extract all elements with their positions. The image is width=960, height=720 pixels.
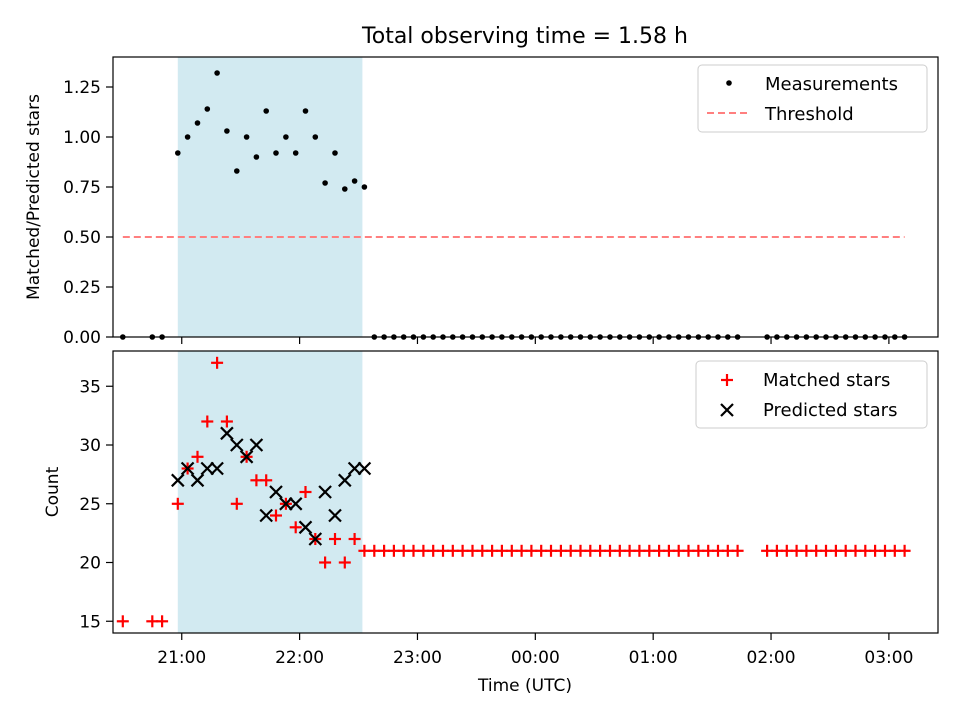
measurement-point [283,134,289,140]
measurement-point [214,70,220,76]
predicted-star-point [269,485,283,499]
measurement-point [292,150,299,156]
predicted-star-point [279,497,293,511]
ratio-plot-frame [112,56,939,338]
count-plot-frame [112,350,939,634]
ratio-panel: 0.00 0.25 0.50 0.75 1.00 1.25 Matched/Predict… [24,56,939,348]
ratio-y-axis-label: Matched/Predicted stars [24,94,44,300]
predicted-star-point [210,461,224,476]
measurement-point [273,150,279,156]
count-y-tick-label: 20 [79,554,101,574]
x-tick-label: 00:00 [511,648,560,668]
measurement-point [204,106,211,112]
figure-title: Total observing time = 1.58 h [361,24,688,49]
predicted-star-point [259,508,273,523]
count-legend-box [695,360,928,429]
measurement-point [253,154,260,160]
count-y-tick-label: 15 [79,612,101,632]
measurement-point [234,168,240,174]
x-tick-label: 01:00 [629,648,678,668]
x-tick-label: 03:00 [864,648,913,668]
legend-measurements-marker [726,80,732,86]
predicted-star-point [180,461,195,476]
matched-star-point [211,356,224,369]
matched-star-point [338,556,351,569]
ratio-y-tick-label: 0.25 [63,278,101,298]
ratio-y-tick-label: 0.50 [63,228,101,248]
measurement-point [175,150,181,156]
predicted-star-point [328,508,342,523]
predicted-star-point [347,461,362,476]
legend-predicted-label: Predicted stars [763,400,897,421]
x-axis-label: Time (UTC) [477,676,572,696]
x-tick-label: 02:00 [747,648,796,668]
count-shaded-band [177,351,363,633]
matched-star-point [299,486,312,498]
x-tick-label: 23:00 [393,648,442,668]
predicted-star-point [239,450,254,464]
predicted-star-point [298,520,313,535]
matched-star-point [289,521,302,534]
matched-star-point [156,615,169,628]
x-tick-label: 22:00 [275,648,324,668]
matched-star-point [329,533,341,545]
predicted-star-point [220,426,234,441]
matched-star-point [201,415,214,428]
legend-threshold-label: Threshold [764,104,854,125]
x-tick-label: 21:00 [157,648,206,668]
predicted-star-point [200,461,215,476]
ratio-legend-box [697,64,928,133]
measurement-point [351,178,358,184]
measurement-point [302,108,309,114]
matched-star-point [260,474,273,487]
legend-measurements-label: Measurements [765,74,898,95]
measurement-point [361,184,368,190]
predicted-star-point [338,473,352,488]
matched-star-point [191,450,204,463]
count-y-tick-label: 25 [79,495,101,515]
predicted-star-point [171,473,185,488]
ratio-y-tick-label: 0.00 [63,328,101,348]
predicted-star-point [308,532,323,546]
matched-star-point [230,497,243,510]
matched-star-point [348,533,361,545]
legend-matched-marker [721,374,733,386]
matched-star-point [319,556,332,569]
matched-star-point [731,544,744,557]
predicted-star-point [230,438,244,452]
count-legend: Matched stars Predicted stars [695,360,928,429]
predicted-star-point [288,497,303,511]
ratio-shaded-band [177,57,363,337]
predicted-star-point [318,485,332,499]
legend-predicted-marker [720,403,734,417]
matched-star-point [220,415,233,428]
measurement-point [332,150,338,156]
predicted-star-point [357,461,372,476]
measurement-point [312,134,319,140]
matched-star-point [171,497,184,510]
matched-star-point [116,615,129,628]
matched-star-point [898,544,911,557]
ratio-y-tick-label: 0.75 [63,178,101,198]
measurement-point [263,108,270,114]
predicted-star-point [190,473,205,488]
measurement-point [194,120,201,126]
count-y-tick-label: 35 [79,377,101,397]
matched-star-point [270,509,282,522]
ratio-legend: Measurements Threshold [697,64,928,133]
ratio-y-tick-label: 1.00 [63,128,101,148]
ratio-y-tick-label: 1.25 [63,78,101,98]
measurement-point [342,186,348,192]
count-y-tick-label: 30 [79,436,101,456]
measurement-point [224,128,230,134]
legend-matched-label: Matched stars [763,370,890,391]
count-y-axis-label: Count [43,466,63,517]
measurement-point [184,134,191,140]
measurement-point [243,134,250,140]
predicted-star-point [249,438,264,452]
count-panel: 15 20 25 30 35 21:00 22:00 23:00 00:00 01:00 02:0… [43,350,939,696]
measurement-point [322,180,328,186]
